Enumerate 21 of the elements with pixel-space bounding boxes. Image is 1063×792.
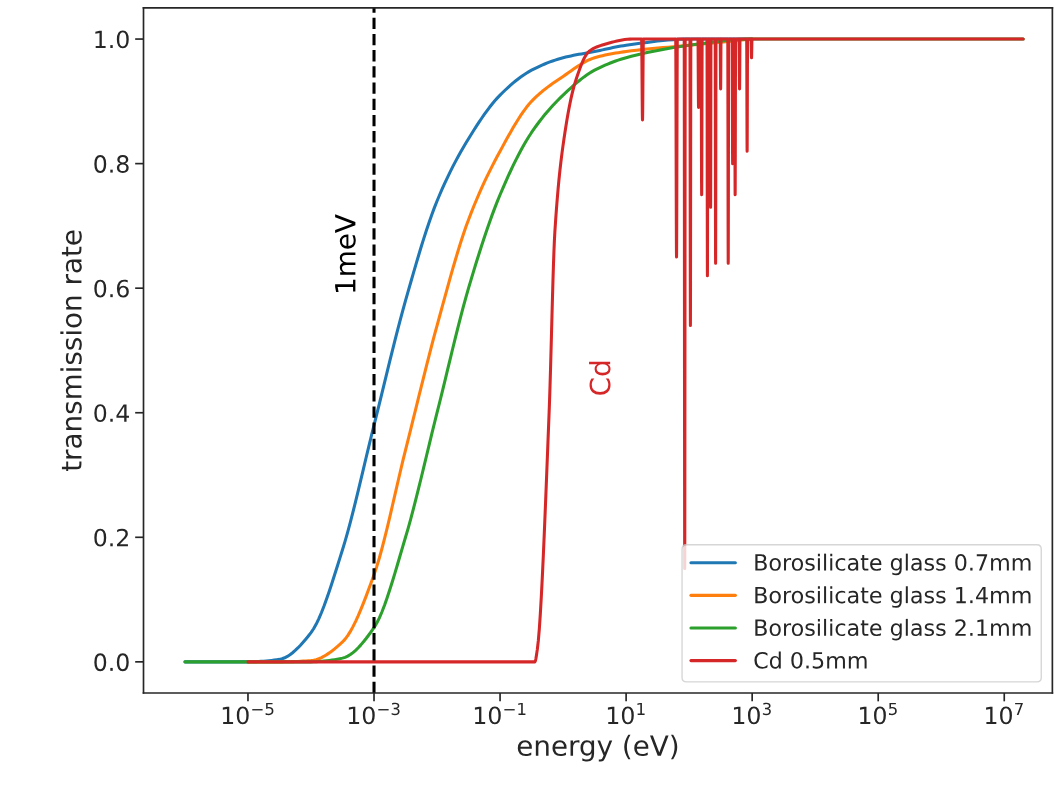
y-axis-title: transmission rate (60, 230, 82, 472)
annotation: Cd (589, 361, 611, 395)
y-tick-label: 0.8 (94, 155, 129, 173)
x-tick-label: 10$^{5}$ (860, 702, 897, 725)
x-tick-label: 10$^{−1}$ (474, 702, 526, 725)
y-tick-label: 1.0 (95, 30, 129, 49)
legend-label: Borosilicate glass 1.4mm (755, 586, 1031, 608)
x-tick-label: 10$^{−3}$ (348, 702, 400, 725)
ref-line-label: 1meV (335, 214, 356, 292)
y-tick-label: 0.4 (94, 404, 129, 423)
legend-label: Borosilicate glass 0.7mm (755, 553, 1031, 576)
x-tick-label: 10$^{7}$ (986, 702, 1023, 725)
x-tick-label: 10$^{−5}$ (222, 702, 274, 725)
x-tick-label: 10$^{3}$ (733, 702, 771, 725)
y-tick-label: 0.6 (94, 279, 129, 298)
x-tick-label: 10$^{1}$ (607, 702, 645, 725)
y-tick-label: 0.2 (94, 528, 128, 547)
legend-label: Borosilicate glass 2.1mm (755, 618, 1031, 641)
x-axis-title: energy (eV) (517, 734, 678, 762)
legend-label: Cd 0.5mm (754, 651, 867, 669)
y-tick-label: 0.0 (94, 653, 129, 672)
